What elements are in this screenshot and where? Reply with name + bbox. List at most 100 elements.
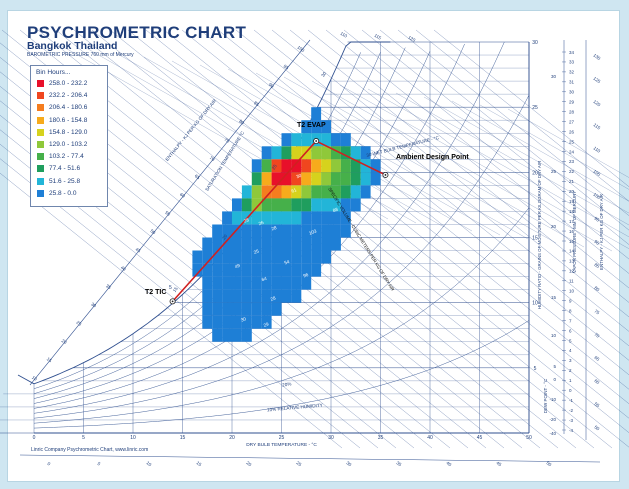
heatmap-cell xyxy=(311,250,322,264)
enthalpy-bottom-tick-label: 20 xyxy=(245,460,252,467)
heatmap-cell xyxy=(232,276,242,290)
vapor-tick-label: 6 xyxy=(569,328,572,333)
dew-point-tick-label: -20 xyxy=(549,417,556,422)
heatmap-cell xyxy=(241,237,252,251)
legend-item: 180.6 - 154.8 xyxy=(37,116,87,124)
heatmap-cell xyxy=(281,159,292,173)
heatmap-cell xyxy=(232,315,242,329)
vapor-axis-title: VAPOR PRESSURE - MM OF MERCURY xyxy=(572,191,577,273)
heatmap-cell xyxy=(251,185,262,199)
heatmap-cell xyxy=(241,315,252,329)
saturation-tick-label: 30 xyxy=(320,70,327,77)
cell-value-label: 49 xyxy=(234,263,241,270)
heatmap-cell xyxy=(232,302,242,316)
enthalpy-line xyxy=(0,114,415,449)
vapor-tick-label: 4 xyxy=(569,348,572,353)
heatmap-cell xyxy=(370,172,381,186)
heatmap-cell xyxy=(291,250,302,264)
heatmap-cell xyxy=(331,237,341,251)
vapor-tick-label: 27 xyxy=(569,119,575,124)
heatmap-cell xyxy=(212,289,223,303)
enthalpy-right-tick-label: 55 xyxy=(593,401,600,408)
enthalpy-line xyxy=(109,29,629,448)
vapor-tick-label: 16 xyxy=(569,229,575,234)
heatmap-cell xyxy=(301,198,312,212)
cell-value-label: 26 xyxy=(258,220,265,227)
enthalpy-line xyxy=(271,29,629,318)
enthalpy-left-tick-label: 30 xyxy=(90,301,97,308)
vapor-tick-label: 11 xyxy=(569,279,574,284)
legend-swatch xyxy=(37,189,44,197)
enthalpy-axis-title: ENTHALPY - KJ PER KG OF DRY AIR xyxy=(599,194,604,270)
x-tick-label: 50 xyxy=(526,435,532,441)
enthalpy-right-tick-label: 110 xyxy=(592,145,601,153)
cell-value-label: 96 xyxy=(302,272,309,279)
heatmap-cell xyxy=(301,250,312,264)
vapor-tick-label: 1 xyxy=(569,378,572,383)
legend-swatch xyxy=(37,104,44,112)
wet-bulb-line xyxy=(283,76,585,248)
enthalpy-bottom-tick-label: 50 xyxy=(545,460,552,467)
y-tick-label: 25 xyxy=(532,105,538,111)
heatmap-cell xyxy=(202,289,213,303)
enthalpy-right-tick-label: 70 xyxy=(593,332,600,339)
enthalpy-right-tick-label: 65 xyxy=(593,355,600,362)
enthalpy-left-tick-label: 35 xyxy=(105,283,112,290)
enthalpy-left-tick-label: 95 xyxy=(283,64,290,71)
saturation-tick-label: 20 xyxy=(221,233,228,240)
heatmap-cell xyxy=(281,237,292,251)
heatmap-cell xyxy=(331,185,341,199)
heatmap-cell xyxy=(271,185,282,199)
heatmap-cell xyxy=(232,198,242,212)
heatmap-cell xyxy=(340,146,351,160)
vapor-tick-label: 3 xyxy=(569,358,572,363)
enthalpy-left-tick-label: 15 xyxy=(46,356,53,363)
heatmap-cell xyxy=(261,224,272,238)
dew-point-tick-label: -40 xyxy=(549,431,556,436)
heatmap-cell xyxy=(301,133,312,147)
cell-value-label: 84 xyxy=(339,285,346,292)
heatmap-cell xyxy=(281,198,292,212)
heatmap-cell xyxy=(281,263,292,277)
enthalpy-bottom-tick-label: 40 xyxy=(445,460,452,467)
heatmap-cell xyxy=(241,289,252,303)
heatmap-cell xyxy=(321,237,331,251)
heatmap-cell xyxy=(241,276,252,290)
vapor-tick-label: 12 xyxy=(569,269,575,274)
vapor-tick-label: -2 xyxy=(569,408,573,413)
heatmap-cell xyxy=(281,250,292,264)
heatmap-cell xyxy=(340,224,351,238)
enthalpy-right-tick-label: 120 xyxy=(592,99,601,108)
heatmap-cell xyxy=(321,211,331,225)
pressure-note: BAROMETRIC PRESSURE 760 mm of Mercury xyxy=(27,52,134,58)
heatmap-cell xyxy=(321,146,331,160)
heatmap-cell xyxy=(370,159,381,173)
heatmap-cell xyxy=(232,263,242,277)
saturation-tick-label: 15 xyxy=(172,286,179,293)
heatmap-cell xyxy=(202,237,213,251)
heatmap-cell xyxy=(261,276,272,290)
x-tick-label: 20 xyxy=(229,435,235,441)
enthalpy-left-tick-label: 45 xyxy=(135,247,142,254)
heatmap-cell xyxy=(261,237,272,251)
enthalpy-line xyxy=(379,29,629,231)
chart-title: PSYCHROMETRIC CHART xyxy=(27,23,247,42)
enthalpy-top-tick-label: 110 xyxy=(339,31,348,39)
legend-label: 25.8 - 0.0 xyxy=(49,189,77,197)
heatmap-cell xyxy=(321,172,331,186)
heatmap-cell xyxy=(291,198,302,212)
heatmap-cell xyxy=(311,146,322,160)
cell-value-label: 28 xyxy=(271,225,278,232)
heatmap-cell xyxy=(232,289,242,303)
cell-value-label: 30 xyxy=(240,316,247,323)
vapor-tick-label: 31 xyxy=(569,80,575,85)
t2-tic-label: T2 TIC xyxy=(145,289,167,296)
enthalpy-line xyxy=(0,86,451,449)
wet-bulb-line xyxy=(367,88,629,238)
heatmap-cell xyxy=(222,315,232,329)
heatmap-cell xyxy=(331,146,341,160)
enthalpy-line xyxy=(253,29,629,332)
legend-swatch xyxy=(37,116,44,124)
heatmap-cell xyxy=(301,237,312,251)
